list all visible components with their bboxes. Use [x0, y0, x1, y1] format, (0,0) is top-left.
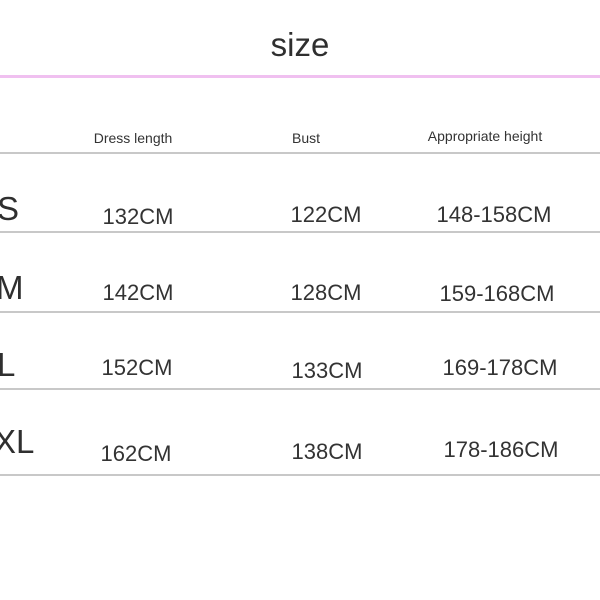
- bust-cell: 128CM: [290, 280, 362, 305]
- dress-length-cell: 132CM: [102, 204, 174, 229]
- header-divider: [0, 152, 600, 154]
- bust-cell: 133CM: [291, 358, 363, 383]
- size-label: L: [0, 346, 16, 383]
- row-divider: [0, 388, 600, 390]
- size-label: XL: [0, 423, 35, 460]
- header-appropriate-height: Appropriate height: [427, 128, 543, 144]
- row-divider: [0, 231, 600, 233]
- dress-length-cell: 152CM: [101, 355, 173, 380]
- height-cell: 169-178CM: [442, 355, 558, 380]
- header-bust: Bust: [291, 130, 321, 146]
- dress-length-cell: 142CM: [102, 280, 174, 305]
- dress-length-cell: 162CM: [100, 441, 172, 466]
- row-divider: [0, 311, 600, 313]
- row-divider: [0, 474, 600, 476]
- header-dress-length: Dress length: [93, 130, 173, 146]
- bust-cell: 122CM: [290, 202, 362, 227]
- height-cell: 148-158CM: [436, 202, 552, 227]
- title-divider: [0, 75, 600, 78]
- size-label: S: [0, 190, 20, 227]
- size-label: M: [0, 269, 24, 306]
- bust-cell: 138CM: [291, 439, 363, 464]
- height-cell: 159-168CM: [439, 281, 555, 306]
- page-title: size: [270, 26, 330, 63]
- height-cell: 178-186CM: [443, 437, 559, 462]
